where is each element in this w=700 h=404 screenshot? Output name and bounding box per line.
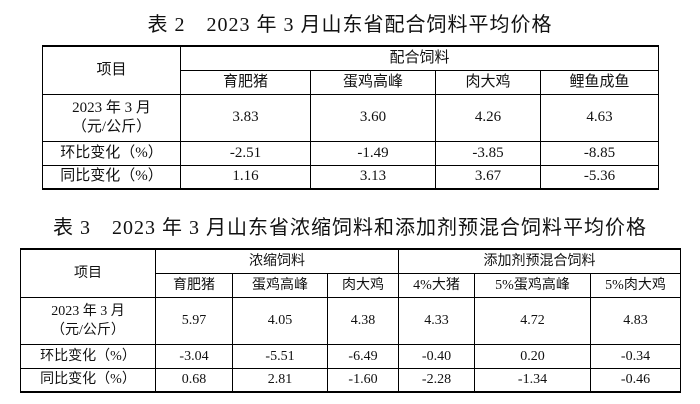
data-row: 同比变化（%） 1.16 3.13 3.67 -5.36 — [42, 164, 660, 190]
table: 项目 浓缩饲料 添加剂预混合饲料 育肥猪 蛋鸡高峰 肉大鸡 4%大猪 5%蛋鸡高峰 5%肉大鸡 2… — [20, 248, 682, 393]
header-row: 项目 配合饲料 — [42, 45, 660, 95]
cell-value: -0.40 — [398, 343, 475, 369]
cell-value: 3.60 — [310, 93, 436, 142]
table-title: 表 2 2023 年 3 月山东省配合饲料平均价格 — [147, 14, 553, 36]
cell-value: -1.34 — [474, 367, 591, 393]
column-header: 5%肉大鸡 — [589, 272, 682, 298]
header-cell: 项目 — [20, 248, 156, 298]
header-cell: 项目 — [42, 45, 181, 95]
row-label-line: 2023 年 3 月 — [72, 99, 151, 116]
cell-value: 4.63 — [539, 93, 660, 142]
row-label: 2023 年 3 月 （元/公斤） — [20, 296, 156, 345]
cell-value: -5.36 — [539, 164, 660, 190]
table-head: 项目 配合饲料 育肥猪 蛋鸡高峰 肉大鸡 鲤鱼成鱼 — [42, 45, 660, 95]
table-body: 2023 年 3 月 （元/公斤） 5.97 4.05 4.38 4.33 4.72 4.83… — [20, 296, 682, 393]
column-header: 蛋鸡高峰 — [310, 69, 436, 95]
table-title: 表 3 2023 年 3 月山东省浓缩饲料和添加剂预混合饲料平均价格 — [53, 217, 647, 239]
table: 项目 配合饲料 育肥猪 蛋鸡高峰 肉大鸡 鲤鱼成鱼 2023 年 3 月 （元/公斤） 3.83… — [42, 45, 660, 190]
data-row: 环比变化（%） -3.04 -5.51 -6.49 -0.40 0.20 -0.34 — [20, 343, 682, 369]
data-row: 2023 年 3 月 （元/公斤） 3.83 3.60 4.26 4.63 — [42, 93, 660, 142]
cell-value: 4.33 — [398, 296, 475, 345]
cell-value: 3.83 — [180, 93, 311, 142]
cell-value: 0.20 — [474, 343, 591, 369]
cell-value: 4.26 — [435, 93, 541, 142]
column-header: 5%蛋鸡高峰 — [474, 272, 591, 298]
header-row: 育肥猪 蛋鸡高峰 肉大鸡 鲤鱼成鱼 — [43, 69, 660, 95]
cell-value: 4.83 — [589, 296, 682, 345]
cell-value: 1.16 — [180, 164, 311, 190]
cell-value: -8.85 — [539, 140, 660, 166]
table-head: 项目 浓缩饲料 添加剂预混合饲料 育肥猪 蛋鸡高峰 肉大鸡 4%大猪 5%蛋鸡高峰 5%肉大鸡 — [20, 248, 682, 298]
cell-value: 0.68 — [155, 367, 233, 393]
row-label-line: 2023 年 3 月 — [51, 303, 125, 319]
group-header: 配合饲料 — [179, 45, 660, 71]
group-header: 添加剂预混合饲料 — [397, 248, 682, 274]
row-label: 2023 年 3 月 （元/公斤） — [42, 93, 181, 142]
row-label: 环比变化（%） — [20, 343, 156, 369]
column-header: 肉大鸡 — [327, 272, 399, 298]
row-label-line: （元/公斤） — [71, 118, 152, 135]
cell-value: 2.81 — [232, 367, 328, 393]
cell-value: -0.46 — [589, 367, 682, 393]
row-label: 同比变化（%） — [20, 367, 156, 393]
cell-value: -3.04 — [155, 343, 233, 369]
cell-value: -0.34 — [589, 343, 682, 369]
cell-value: -1.49 — [310, 140, 436, 166]
cell-value: -6.49 — [327, 343, 399, 369]
column-header: 育肥猪 — [155, 272, 233, 298]
cell-value: 5.97 — [155, 296, 233, 345]
column-header: 育肥猪 — [180, 69, 311, 95]
column-header: 蛋鸡高峰 — [232, 272, 328, 298]
group-header: 浓缩饲料 — [155, 248, 399, 274]
row-label: 环比变化（%） — [42, 140, 181, 166]
data-row: 同比变化（%） 0.68 2.81 -1.60 -2.28 -1.34 -0.46 — [20, 367, 682, 393]
cell-value: -1.60 — [327, 367, 399, 393]
row-label-line: （元/公斤） — [51, 322, 125, 338]
cell-value: 4.72 — [474, 296, 591, 345]
column-header: 鲤鱼成鱼 — [539, 69, 660, 95]
data-row: 环比变化（%） -2.51 -1.49 -3.85 -8.85 — [42, 140, 660, 166]
cell-value: -5.51 — [232, 343, 328, 369]
cell-value: -2.28 — [398, 367, 475, 393]
header-row: 育肥猪 蛋鸡高峰 肉大鸡 4%大猪 5%蛋鸡高峰 5%肉大鸡 — [21, 272, 682, 298]
row-label: 同比变化（%） — [42, 164, 181, 190]
table-body: 2023 年 3 月（元/公斤） 3.83 3.60 4.26 4.63 环比变化（%） -… — [42, 93, 660, 190]
cell-value: 3.67 — [435, 164, 541, 190]
column-header: 肉大鸡 — [435, 69, 541, 95]
cell-value: -2.51 — [180, 140, 311, 166]
cell-value: 3.13 — [310, 164, 436, 190]
data-row: 2023 年 3 月 （元/公斤） 5.97 4.05 4.38 4.33 4.72 4.83 — [20, 296, 682, 345]
column-header: 4%大猪 — [398, 272, 475, 298]
cell-value: 4.38 — [327, 296, 399, 345]
cell-value: 4.05 — [232, 296, 328, 345]
cell-value: -3.85 — [435, 140, 541, 166]
header-row: 项目 浓缩饲料 添加剂预混合饲料 — [20, 248, 682, 298]
